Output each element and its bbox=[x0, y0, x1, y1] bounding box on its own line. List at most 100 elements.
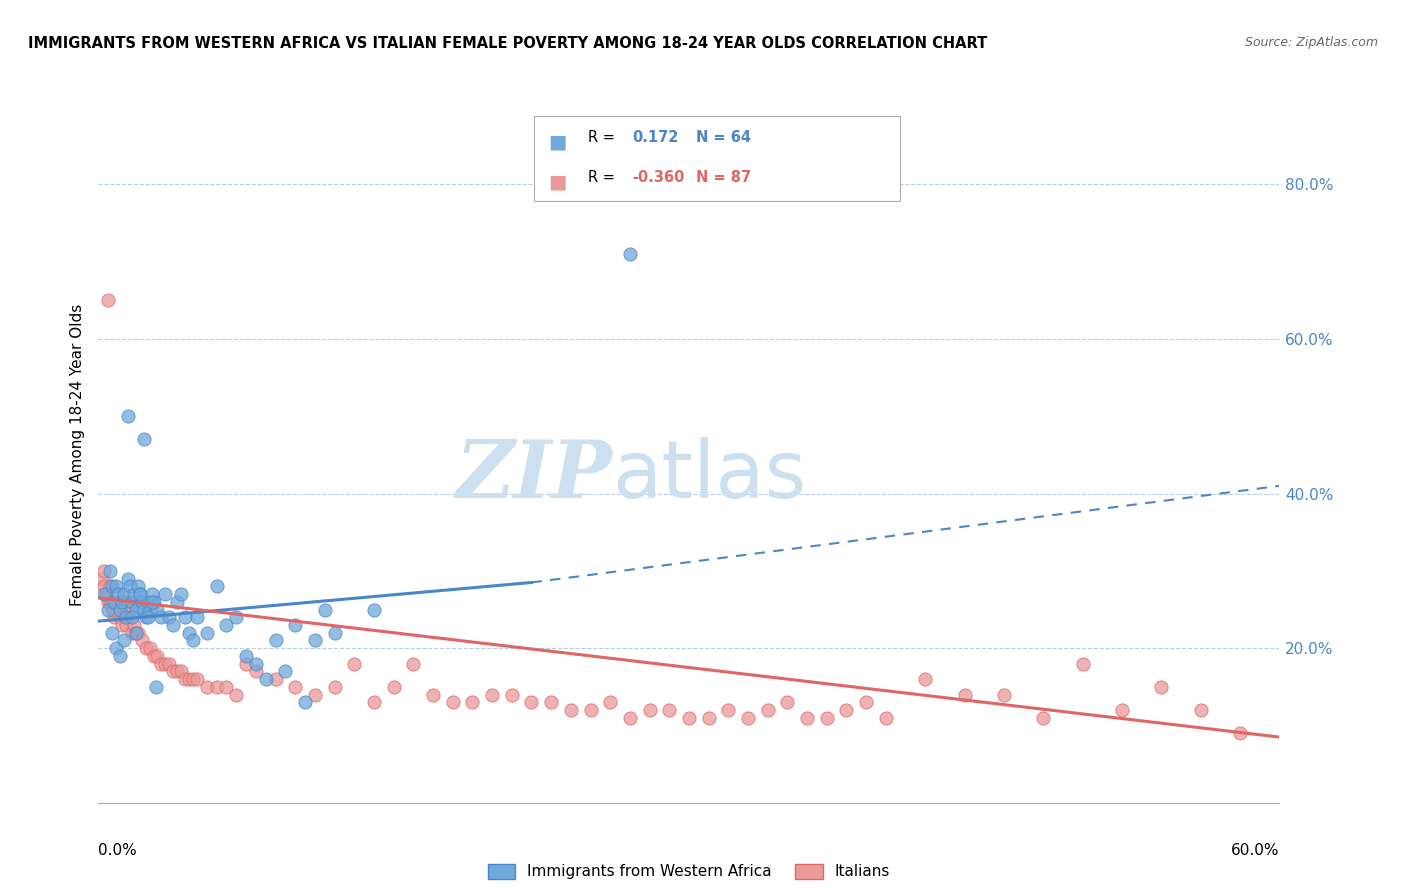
Point bbox=[314, 602, 336, 616]
Point bbox=[125, 602, 148, 616]
Point bbox=[105, 641, 128, 656]
Point bbox=[304, 633, 326, 648]
Point bbox=[174, 610, 197, 624]
Point bbox=[117, 572, 139, 586]
Point bbox=[186, 672, 208, 686]
Point bbox=[343, 657, 366, 671]
Point bbox=[776, 695, 799, 709]
Point bbox=[101, 602, 124, 616]
Text: 60.0%: 60.0% bbox=[1232, 843, 1279, 858]
Text: -0.360: -0.360 bbox=[633, 170, 685, 186]
Point bbox=[117, 409, 139, 424]
Point bbox=[141, 587, 163, 601]
Point bbox=[105, 595, 128, 609]
Point bbox=[215, 680, 238, 694]
Point bbox=[91, 572, 114, 586]
Point bbox=[166, 665, 188, 679]
Point bbox=[105, 579, 128, 593]
Point bbox=[245, 657, 267, 671]
Point bbox=[131, 633, 153, 648]
Point bbox=[146, 648, 169, 663]
Point bbox=[112, 633, 135, 648]
Text: R =: R = bbox=[588, 130, 619, 145]
Point bbox=[108, 602, 131, 616]
Point bbox=[274, 665, 297, 679]
Point bbox=[323, 680, 346, 694]
Point bbox=[93, 564, 115, 578]
Point bbox=[304, 688, 326, 702]
Point bbox=[107, 602, 129, 616]
Text: N = 64: N = 64 bbox=[696, 130, 751, 145]
Text: ■: ■ bbox=[548, 172, 567, 191]
Point bbox=[619, 247, 641, 261]
Point bbox=[245, 665, 267, 679]
Point bbox=[101, 595, 124, 609]
Point bbox=[166, 595, 188, 609]
Point bbox=[181, 672, 204, 686]
Point bbox=[103, 610, 125, 624]
Text: 0.0%: 0.0% bbox=[98, 843, 138, 858]
Point bbox=[540, 695, 562, 709]
Point bbox=[97, 595, 120, 609]
Point bbox=[118, 602, 141, 616]
Point bbox=[101, 625, 124, 640]
Point bbox=[127, 625, 149, 640]
Point bbox=[717, 703, 740, 717]
Point bbox=[138, 602, 160, 616]
Point bbox=[177, 625, 200, 640]
Point bbox=[127, 579, 149, 593]
Point bbox=[128, 587, 150, 601]
Point bbox=[136, 610, 159, 624]
Point bbox=[135, 610, 157, 624]
Point bbox=[215, 618, 238, 632]
Point bbox=[107, 587, 129, 601]
Point bbox=[150, 610, 173, 624]
Point bbox=[422, 688, 444, 702]
Point bbox=[225, 610, 247, 624]
Point bbox=[579, 703, 602, 717]
Point bbox=[125, 625, 148, 640]
Point bbox=[115, 610, 138, 624]
Text: N = 87: N = 87 bbox=[696, 170, 751, 186]
Point bbox=[914, 672, 936, 686]
Point bbox=[125, 625, 148, 640]
Point bbox=[111, 618, 134, 632]
Point bbox=[284, 680, 307, 694]
Point bbox=[1229, 726, 1251, 740]
Point bbox=[796, 711, 818, 725]
Point bbox=[121, 595, 143, 609]
Point bbox=[1189, 703, 1212, 717]
Point bbox=[875, 711, 897, 725]
Point bbox=[155, 587, 177, 601]
Point bbox=[1071, 657, 1094, 671]
Point bbox=[993, 688, 1015, 702]
Point bbox=[121, 625, 143, 640]
Point bbox=[115, 618, 138, 632]
Legend: Immigrants from Western Africa, Italians: Immigrants from Western Africa, Italians bbox=[482, 857, 896, 886]
Point bbox=[98, 564, 121, 578]
Point bbox=[132, 433, 155, 447]
Point bbox=[186, 610, 208, 624]
Point bbox=[815, 711, 838, 725]
Point bbox=[599, 695, 621, 709]
Point bbox=[205, 680, 228, 694]
Point bbox=[93, 587, 115, 601]
Point bbox=[103, 602, 125, 616]
Point bbox=[461, 695, 484, 709]
Point bbox=[108, 610, 131, 624]
Point bbox=[235, 657, 257, 671]
Point bbox=[560, 703, 582, 717]
Point bbox=[97, 293, 120, 308]
Text: Source: ZipAtlas.com: Source: ZipAtlas.com bbox=[1244, 36, 1378, 49]
Point bbox=[953, 688, 976, 702]
Point bbox=[122, 587, 145, 601]
Point bbox=[150, 657, 173, 671]
Point bbox=[619, 711, 641, 725]
Point bbox=[1111, 703, 1133, 717]
Point bbox=[112, 587, 135, 601]
Text: ZIP: ZIP bbox=[456, 437, 612, 515]
Point bbox=[103, 595, 125, 609]
Point bbox=[93, 579, 115, 593]
Point bbox=[131, 595, 153, 609]
Point bbox=[146, 602, 169, 616]
